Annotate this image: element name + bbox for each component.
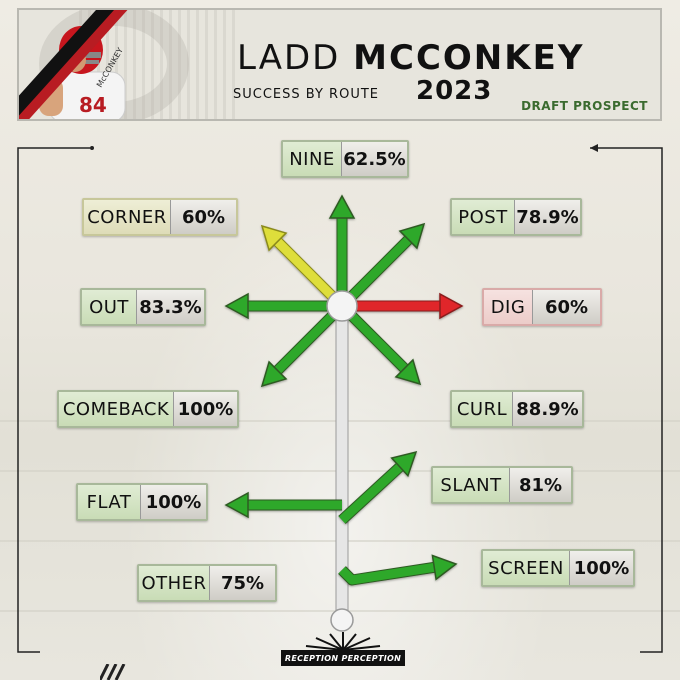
route-arrow-out	[224, 292, 342, 320]
route-label-screen: SCREEN	[483, 551, 569, 585]
jersey-number: 84	[79, 93, 107, 117]
route-origin-point	[330, 608, 354, 632]
route-value-slant: 81%	[509, 468, 571, 502]
route-box-corner: CORNER 60%	[82, 198, 238, 236]
route-value-nine: 62.5%	[341, 142, 407, 176]
player-name: LADD MCCONKEY	[237, 38, 584, 78]
route-arrow-comeback	[260, 302, 346, 388]
chart-subtitle: SUCCESS BY ROUTE	[233, 87, 379, 102]
route-label-out: OUT	[82, 290, 136, 324]
route-box-out: OUT 83.3%	[80, 288, 206, 326]
route-arrow-screen	[338, 554, 458, 586]
footer-logo: RECEPTION PERCEPTION	[281, 650, 405, 666]
route-value-screen: 100%	[569, 551, 633, 585]
route-break-point	[326, 290, 358, 322]
route-box-curl: CURL 88.9%	[450, 390, 584, 428]
route-label-curl: CURL	[452, 392, 512, 426]
draft-prospect-tag: DRAFT PROSPECT	[521, 99, 648, 113]
player-last-name: MCCONKEY	[353, 38, 585, 78]
route-label-comeback: COMEBACK	[59, 392, 173, 426]
route-label-other: OTHER	[139, 566, 209, 600]
route-value-other: 75%	[209, 566, 275, 600]
footer-logo-text: RECEPTION PERCEPTION	[284, 653, 402, 663]
route-label-slant: SLANT	[433, 468, 509, 502]
route-value-post: 78.9%	[514, 200, 580, 234]
route-value-out: 83.3%	[136, 290, 204, 324]
route-value-curl: 88.9%	[512, 392, 582, 426]
route-arrow-corner	[260, 224, 346, 310]
season-year: 2023	[416, 76, 493, 106]
route-value-flat: 100%	[140, 485, 206, 519]
route-box-flat: FLAT 100%	[76, 483, 208, 521]
left-bracket	[17, 146, 94, 653]
route-box-screen: SCREEN 100%	[481, 549, 635, 587]
logo-arrows-icon	[305, 632, 381, 651]
route-label-post: POST	[452, 200, 514, 234]
route-box-dig: DIG 60%	[482, 288, 602, 326]
route-label-dig: DIG	[484, 290, 532, 324]
player-first-name: LADD	[237, 38, 341, 78]
route-box-slant: SLANT 81%	[431, 466, 573, 504]
route-arrow-post	[338, 222, 426, 310]
route-arrow-nine	[328, 194, 356, 306]
route-arrow-flat	[224, 491, 342, 519]
route-value-corner: 60%	[170, 200, 236, 234]
right-bracket	[590, 144, 663, 653]
route-label-flat: FLAT	[78, 485, 140, 519]
route-box-other: OTHER 75%	[137, 564, 277, 602]
route-box-nine: NINE 62.5%	[281, 140, 409, 178]
route-arrow-slant	[338, 450, 418, 525]
route-arrow-dig	[342, 292, 464, 320]
route-box-comeback: COMEBACK 100%	[57, 390, 239, 428]
route-value-comeback: 100%	[173, 392, 237, 426]
route-arrow-curl	[338, 302, 422, 386]
route-value-dig: 60%	[532, 290, 600, 324]
header-banner: 84 McCONKEY LADD MCCONKEY SUCCESS BY ROU…	[17, 8, 662, 121]
corner-hatch	[100, 664, 126, 680]
route-label-nine: NINE	[283, 142, 341, 176]
route-box-post: POST 78.9%	[450, 198, 582, 236]
route-label-corner: CORNER	[84, 200, 170, 234]
